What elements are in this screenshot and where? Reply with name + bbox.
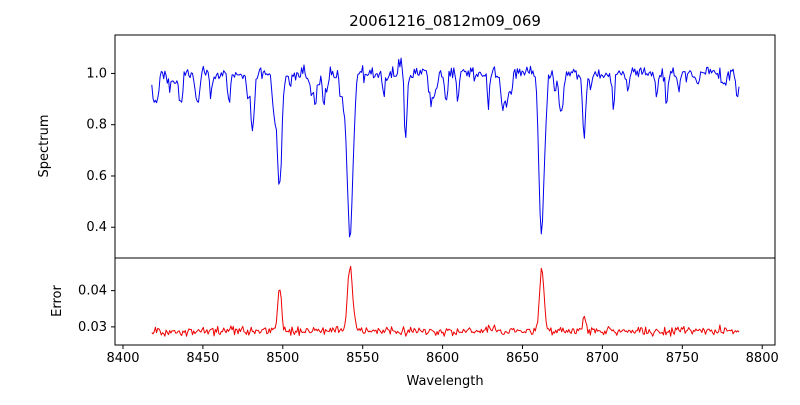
y-tick-label: 1.0 [86,66,107,81]
y-axis-label-error: Error [50,285,65,317]
x-tick-label: 8600 [426,351,459,366]
y-tick-label: 0.6 [86,169,107,184]
chart-title: 20061216_0812m09_069 [349,12,541,31]
y-tick-label: 0.03 [78,320,107,335]
x-tick-label: 8500 [266,351,299,366]
x-axis-label: Wavelength [406,374,483,389]
y-axis-label-spectrum: Spectrum [37,115,52,178]
x-tick-label: 8650 [506,351,539,366]
x-tick-label: 8400 [106,351,139,366]
y-tick-label: 0.4 [86,220,107,235]
spectrum-series-line [151,57,740,238]
spectrum-panel-frame [114,34,776,259]
plot-area: 8400 8450 8500 8550 8600 8650 8700 8750 8800 0.4 0… [78,34,779,366]
x-tick-label: 8550 [346,351,379,366]
error-series-line [151,265,740,337]
x-tick-label: 8700 [586,351,619,366]
y-tick-label: 0.8 [86,118,107,133]
x-tick-label: 8450 [186,351,219,366]
error-panel-frame [114,257,776,346]
y-tick-label: 0.04 [78,284,107,299]
x-tick-label: 8750 [666,351,699,366]
x-tick-label: 8800 [746,351,779,366]
